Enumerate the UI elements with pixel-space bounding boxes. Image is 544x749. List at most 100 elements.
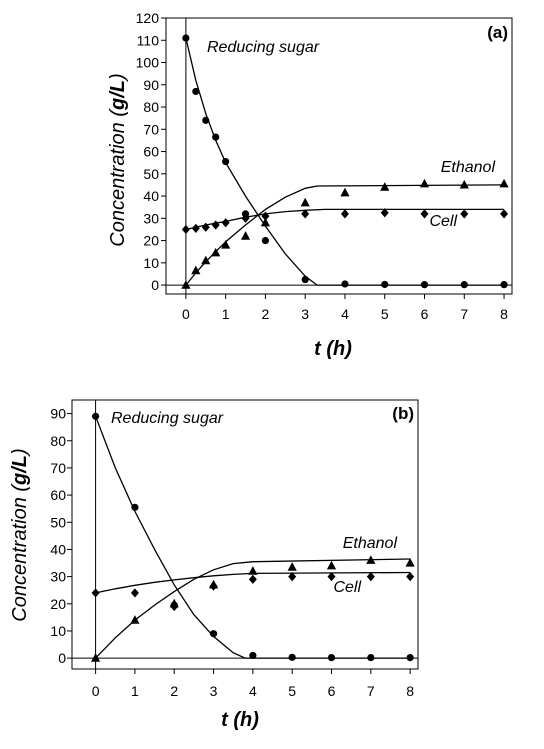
y-tick-label: 20: [50, 596, 66, 612]
y-tick-label: 70: [50, 460, 66, 476]
reducing-sugar-point: [500, 281, 508, 289]
x-tick-label: 4: [249, 683, 257, 699]
plot-frame: [165, 17, 513, 295]
y-tick-label: 0: [58, 650, 66, 666]
cell-point: [221, 218, 230, 228]
ethanol-point: [419, 178, 430, 188]
x-tick-label: 3: [210, 683, 218, 699]
y-tick-label: 40: [50, 541, 66, 557]
y-axis-title: Concentration (g/L): [107, 73, 129, 246]
x-tick-label: 8: [500, 306, 508, 322]
x-tick-label: 0: [182, 306, 190, 322]
reducing-sugar-point: [301, 275, 309, 284]
chart-panel-b: 0 10 20 30 40 50 60 70 80 90 0 1 2 3 4 5 6 7 8 t (h) Concent…: [9, 399, 419, 731]
cell-point: [211, 220, 220, 230]
cell-point: [380, 208, 389, 218]
reducing-sugar-point: [381, 280, 389, 289]
reducing-sugar-point: [261, 236, 270, 245]
ethanol-point: [300, 197, 310, 207]
cell-point: [130, 588, 139, 598]
cell-point: [420, 209, 429, 219]
y-tick-label: 50: [143, 166, 159, 182]
x-tick-label: 2: [170, 683, 178, 699]
y-tick-label: 90: [143, 77, 159, 93]
reducing-sugar-point: [182, 34, 190, 42]
reducing-sugar-point: [406, 653, 414, 662]
ethanol-point: [130, 615, 140, 624]
ethanol-point: [340, 187, 350, 197]
ethanol-point: [191, 265, 201, 275]
ethanol-point: [201, 255, 211, 265]
ethanol-fit-line: [185, 184, 505, 286]
y-tick-label: 10: [50, 623, 66, 639]
ethanol-point: [499, 178, 509, 188]
x-axis-title: t (h): [314, 338, 352, 360]
x-tick-label: 1: [222, 306, 230, 322]
y-tick-label: 80: [143, 99, 159, 115]
y-tick-label: 50: [50, 514, 66, 530]
reducing-sugar-label: Reducing sugar: [207, 39, 320, 56]
reducing-sugar-point: [327, 653, 336, 662]
cell-point: [91, 588, 100, 598]
cell-point: [406, 572, 415, 582]
series-ethanol: Ethanol: [181, 159, 509, 289]
y-tick-label: 70: [143, 121, 159, 137]
cell-point: [201, 222, 210, 232]
ethanol-point: [90, 653, 101, 662]
x-tick-label: 4: [341, 306, 349, 322]
ethanol-point: [221, 240, 231, 249]
reducing-sugar-point: [222, 157, 230, 166]
series-reducing-sugar: Reducing sugar: [182, 34, 508, 289]
x-tick-label: 0: [92, 683, 100, 699]
plot-frame: [71, 399, 419, 670]
y-tick-label: 90: [50, 406, 66, 422]
cell-point: [209, 581, 218, 591]
y-tick-label: 0: [151, 277, 159, 293]
x-tick-label: 6: [328, 683, 336, 699]
cell-point: [241, 213, 250, 223]
y-tick-label: 80: [50, 433, 66, 449]
reducing-sugar-point: [420, 281, 429, 289]
cell-point: [261, 211, 270, 221]
reducing-sugar-point: [131, 503, 139, 511]
cell-point: [191, 223, 200, 233]
x-tick-label: 8: [406, 683, 414, 699]
x-axis-title: t (h): [221, 709, 259, 731]
ethanol-point: [366, 555, 376, 564]
cell-point: [366, 572, 375, 582]
reducing-sugar-point: [367, 653, 375, 662]
reducing-sugar-fit-line: [94, 416, 411, 659]
x-tick-label: 3: [301, 306, 309, 322]
ethanol-label: Ethanol: [343, 535, 398, 552]
series-reducing-sugar: Reducing sugar: [91, 410, 414, 662]
cell-point: [500, 209, 509, 219]
ethanol-point: [248, 566, 258, 575]
cell-label: Cell: [429, 213, 457, 230]
reducing-sugar-fit-line: [185, 37, 504, 286]
ethanol-point: [181, 280, 191, 289]
chart-panel-a: 0 10 20 30 40 50 60 70 80 90 100 110 120 0 1 2 3 4 5 6 7 8 t (…: [107, 10, 513, 360]
cell-label: Cell: [333, 579, 361, 596]
reducing-sugar-point: [91, 412, 100, 420]
reducing-sugar-point: [460, 281, 468, 289]
x-tick-label: 7: [460, 306, 468, 322]
x-tick-label: 1: [131, 683, 139, 699]
series-cell: Cell: [91, 571, 415, 612]
ethanol-point: [240, 231, 251, 240]
x-tick-label: 5: [381, 306, 389, 322]
y-tick-label: 60: [50, 487, 66, 503]
ethanol-point: [405, 558, 415, 567]
series-ethanol: Ethanol: [90, 535, 415, 662]
cell-point: [460, 209, 469, 219]
y-tick-label: 10: [143, 255, 159, 271]
ethanol-point: [380, 182, 390, 191]
panel-label: (a): [487, 23, 508, 42]
x-tick-label: 7: [367, 683, 375, 699]
reducing-sugar-point: [192, 87, 200, 96]
y-tick-label: 30: [143, 210, 159, 226]
ethanol-point: [260, 217, 271, 227]
ethanol-fit-line: [95, 558, 411, 659]
cell-point: [301, 209, 310, 219]
reducing-sugar-point: [341, 280, 349, 288]
